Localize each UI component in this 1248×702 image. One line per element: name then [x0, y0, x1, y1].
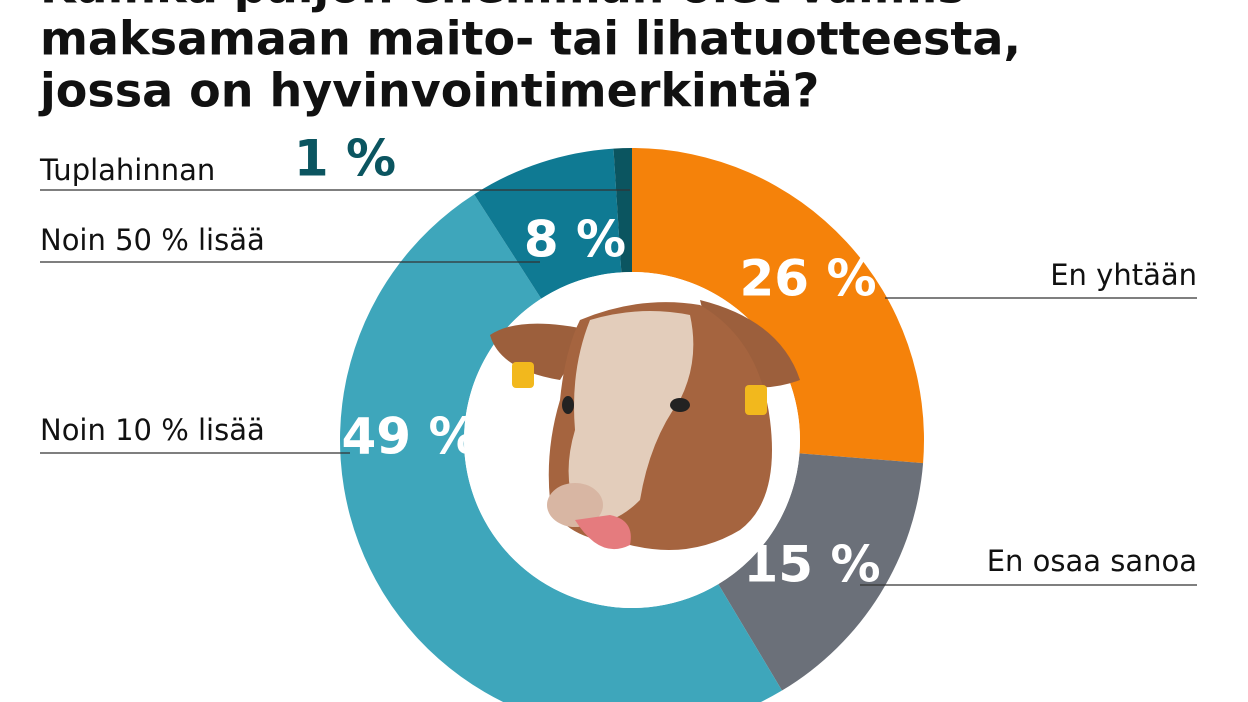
donut-segment	[340, 194, 782, 702]
face-patch	[568, 311, 694, 523]
labels: En yhtään 26 % En osaa sanoa 15 % Noin 10 % …	[39, 130, 1197, 594]
value-label: 26 %	[739, 250, 876, 308]
donut-segment	[718, 453, 924, 691]
ear-tag	[512, 362, 534, 388]
tongue	[575, 515, 631, 550]
value-label: 1 %	[294, 130, 396, 188]
category-label: Noin 50 % lisää	[40, 223, 265, 257]
category-label: En yhtään	[1050, 258, 1197, 292]
donut-segment	[632, 148, 924, 464]
title-line: jossa on hyvinvointimerkintä?	[38, 64, 819, 118]
title-line: Kuinka paljon enemmän olet valmis	[40, 0, 965, 14]
category-label: Tuplahinnan	[39, 153, 215, 187]
eye	[562, 396, 574, 414]
category-label: En osaa sanoa	[987, 544, 1197, 578]
title-line: maksamaan maito- tai lihatuotteesta,	[40, 12, 1021, 66]
eye	[670, 398, 690, 412]
title: Kuinka paljon enemmän olet valmismaksama…	[38, 0, 1021, 118]
donut-segment	[613, 148, 632, 273]
ear	[490, 323, 590, 380]
category-label: Noin 10 % lisää	[40, 413, 265, 447]
value-label: 49 %	[341, 408, 478, 466]
ear-tag	[745, 385, 767, 415]
muzzle	[547, 483, 603, 527]
donut-segment	[474, 148, 622, 299]
value-label: 8 %	[524, 211, 626, 269]
cow-illustration	[490, 300, 800, 550]
value-label: 15 %	[743, 536, 880, 594]
